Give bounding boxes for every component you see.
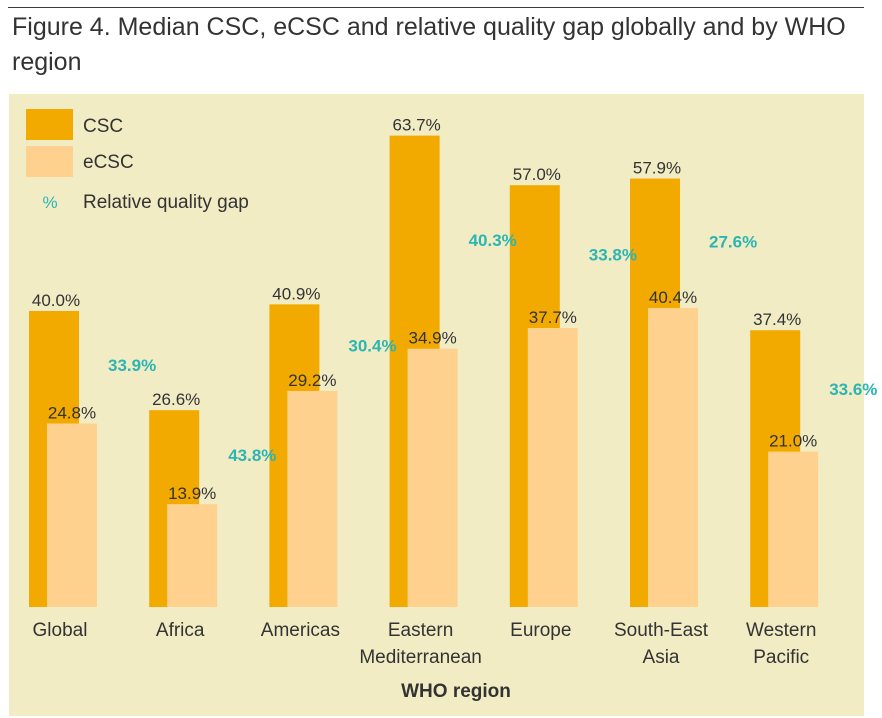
legend-swatch-ecsc [26, 146, 73, 177]
bar-ecsc-eastern-mediterranean [407, 348, 458, 607]
legend-gap-symbol: % [42, 193, 57, 212]
label-gap-africa: 43.8% [228, 446, 276, 465]
label-csc-americas: 40.9% [272, 284, 320, 303]
top-rule [8, 7, 864, 8]
label-ecsc-americas: 29.2% [288, 371, 336, 390]
label-ecsc-eastern-mediterranean: 34.9% [408, 329, 456, 348]
label-ecsc-western-pacific: 21.0% [769, 432, 817, 451]
bar-ecsc-south-east-asia [648, 308, 698, 607]
bar-marks [29, 135, 819, 608]
label-gap-eastern-mediterranean: 40.3% [469, 231, 517, 250]
x-tick-americas: Americas [261, 620, 340, 641]
bar-ecsc-western-pacific [768, 451, 819, 607]
label-ecsc-south-east-asia: 40.4% [649, 288, 697, 307]
label-gap-europe: 33.8% [589, 246, 637, 265]
legend: CSC eCSC % Relative quality gap [26, 109, 249, 213]
label-gap-americas: 30.4% [348, 337, 396, 356]
data-labels: 40.0% 24.8% 33.9% 26.6% 13.9% 43.8% 40.9% 29.2%… [32, 116, 878, 504]
legend-label-relative-quality-gap: Relative quality gap [83, 192, 249, 213]
label-gap-western-pacific: 33.6% [829, 380, 877, 399]
label-csc-europe: 57.0% [513, 165, 561, 184]
bar-ecsc-americas [287, 390, 338, 607]
label-ecsc-europe: 37.7% [529, 308, 577, 327]
x-tick-eastern-mediterranean-line-2: Mediterranean [359, 647, 482, 668]
label-csc-africa: 26.6% [152, 390, 200, 409]
x-tick-africa: Africa [156, 620, 205, 641]
bar-ecsc-europe [527, 328, 578, 607]
label-csc-south-east-asia: 57.9% [633, 159, 681, 178]
x-tick-eastern-mediterranean: Eastern [388, 620, 453, 641]
bar-ecsc-africa [167, 504, 218, 607]
figure-title: Figure 4. Median CSC, eCSC and relative … [12, 13, 846, 76]
label-ecsc-africa: 13.9% [168, 484, 216, 503]
x-tick-western-pacific-line-2: Pacific [753, 647, 809, 668]
x-tick-western-pacific: Western [746, 620, 816, 641]
legend-label-ecsc: eCSC [83, 152, 134, 173]
label-csc-western-pacific: 37.4% [753, 310, 801, 329]
label-csc-global: 40.0% [32, 291, 80, 310]
label-ecsc-global: 24.8% [48, 403, 96, 422]
legend-label-csc: CSC [83, 116, 123, 137]
x-axis-title: WHO region [401, 681, 511, 702]
x-tick-labels: Global Africa Americas Eastern Mediterranean… [33, 620, 817, 668]
label-gap-global: 33.9% [108, 356, 156, 375]
x-tick-europe: Europe [510, 620, 571, 641]
x-tick-south-east-asia-line-2: Asia [643, 647, 680, 668]
label-csc-eastern-mediterranean: 63.7% [392, 116, 440, 135]
x-tick-south-east-asia: South-East [614, 620, 709, 641]
legend-swatch-csc [26, 109, 73, 140]
label-gap-south-east-asia: 27.6% [709, 232, 757, 251]
x-tick-global: Global [33, 620, 88, 641]
bar-ecsc-global [47, 423, 97, 607]
